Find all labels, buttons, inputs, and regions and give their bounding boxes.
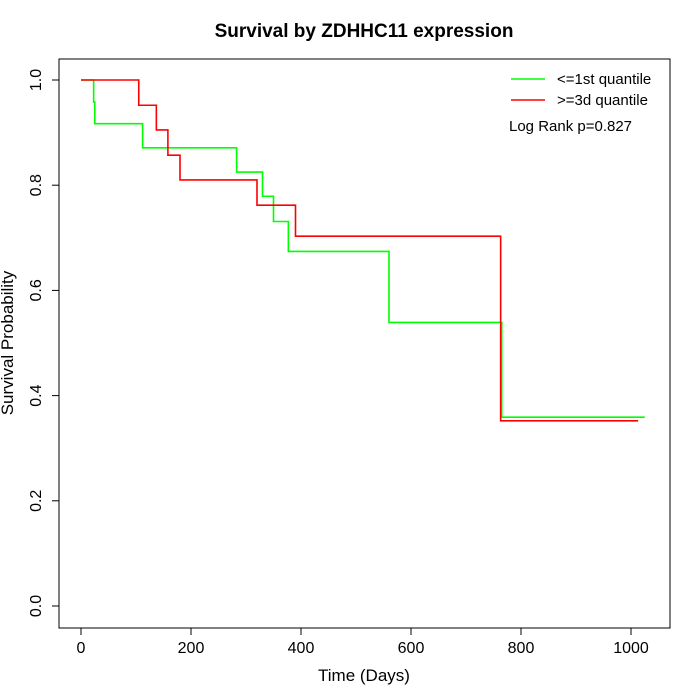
y-tick-label: 0.0 [28,595,45,617]
x-tick-label: 1000 [613,640,649,657]
x-tick-label: 800 [508,640,535,657]
y-tick-label: 0.6 [28,279,45,301]
y-tick-label: 0.4 [28,384,45,406]
plot-frame [58,58,671,629]
x-axis-label: Time (Days) [318,666,410,685]
series-line-1 [81,79,639,422]
y-tick-label: 0.8 [28,174,45,196]
legend-label-1: >=3d quantile [557,92,648,109]
log-rank-annotation: Log Rank p=0.827 [509,118,632,135]
series-layer [81,79,645,422]
y-tick-label: 0.2 [28,490,45,512]
y-axis-label: Survival Probability [0,270,17,415]
legend-label-0: <=1st quantile [557,71,651,88]
x-axis: 0 200 400 600 800 1000 [77,627,649,657]
x-tick-label: 600 [398,640,425,657]
y-axis: 0.0 0.2 0.4 0.6 0.8 1.0 [28,69,60,617]
chart-title: Survival by ZDHHC11 expression [215,21,514,42]
series-line-0 [81,79,645,418]
x-tick-label: 0 [77,640,86,657]
x-tick-label: 200 [178,640,205,657]
y-tick-label: 1.0 [28,69,45,91]
x-tick-label: 400 [288,640,315,657]
legend: <=1st quantile >=3d quantile [511,71,651,109]
